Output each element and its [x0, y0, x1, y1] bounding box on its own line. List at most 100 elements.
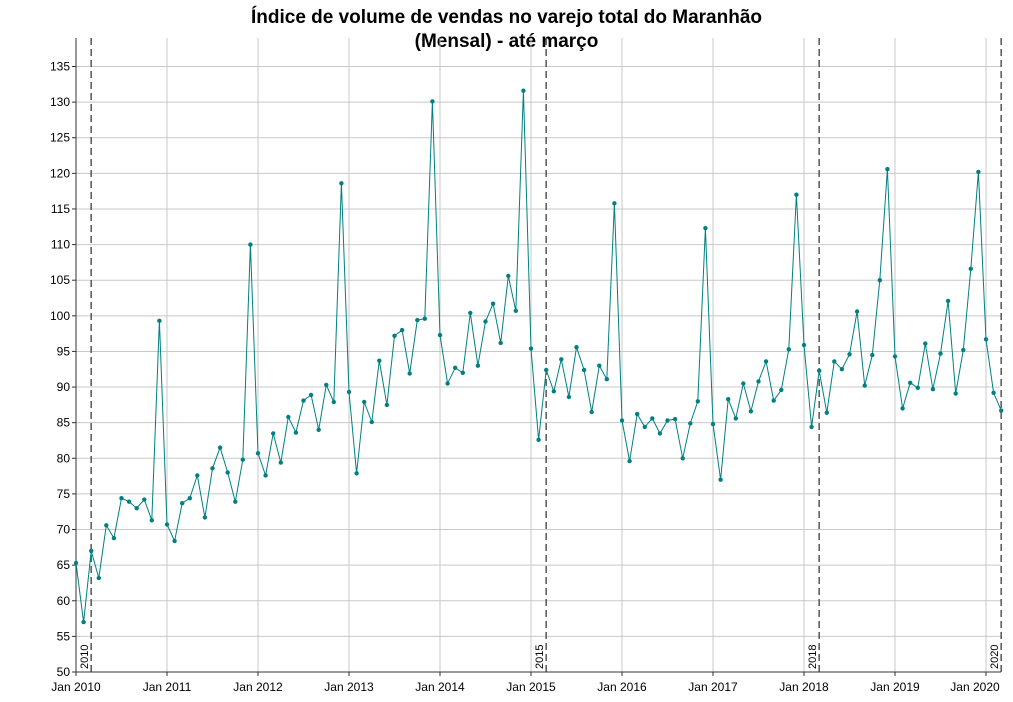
data-point	[976, 169, 981, 175]
data-point	[983, 337, 989, 342]
data-point	[346, 389, 352, 395]
data-point	[392, 333, 397, 338]
data-point	[96, 575, 102, 581]
y-tick-label: 125	[50, 131, 70, 145]
chart-title-line-1: Índice de volume de vendas no varejo tot…	[250, 7, 762, 28]
data-point	[460, 370, 465, 375]
data-point	[839, 367, 845, 372]
data-point	[870, 352, 875, 358]
data-point	[771, 398, 776, 403]
data-point	[293, 430, 299, 435]
data-point	[703, 226, 708, 231]
data-point	[756, 379, 761, 384]
data-point	[369, 419, 374, 425]
x-tick-label: Jan 2020	[950, 680, 1000, 694]
y-tick-label: 110	[51, 238, 70, 252]
data-point	[225, 470, 230, 475]
data-point	[437, 332, 443, 338]
data-point	[589, 409, 594, 415]
data-point	[741, 381, 746, 386]
y-tick-label: 130	[50, 95, 70, 109]
data-point	[164, 522, 170, 527]
data-point	[453, 365, 458, 370]
data-point	[688, 421, 693, 426]
data-point	[521, 88, 526, 93]
data-point	[680, 456, 685, 461]
data-point	[126, 499, 132, 504]
data-point	[324, 382, 329, 388]
data-point	[210, 466, 215, 471]
data-point	[612, 201, 617, 206]
data-point	[498, 340, 503, 346]
y-tick-label: 90	[57, 380, 71, 394]
data-point	[923, 341, 928, 346]
data-point	[202, 515, 208, 520]
data-point	[248, 242, 253, 247]
data-point	[597, 363, 602, 368]
data-point	[733, 416, 738, 421]
data-point	[172, 538, 177, 544]
data-point	[885, 166, 890, 172]
data-point	[710, 421, 716, 427]
data-point	[331, 399, 336, 405]
data-point	[89, 548, 94, 554]
data-point	[73, 560, 79, 566]
data-point	[483, 319, 488, 324]
x-tick-label: Jan 2018	[779, 680, 829, 694]
data-point	[490, 301, 496, 306]
data-point	[930, 387, 936, 392]
data-point	[111, 535, 117, 541]
data-point	[809, 424, 814, 430]
data-point	[908, 380, 913, 385]
data-point	[506, 273, 511, 279]
data-point	[779, 387, 784, 393]
y-tick-label: 120	[50, 166, 70, 180]
data-point	[763, 359, 769, 364]
x-tick-label: Jan 2011	[143, 680, 192, 694]
data-point	[536, 437, 541, 442]
data-point	[157, 318, 162, 323]
data-point	[862, 383, 867, 388]
data-point	[263, 473, 268, 478]
y-tick-label: 55	[57, 629, 71, 643]
y-tick-label: 80	[57, 451, 71, 465]
data-point	[945, 298, 951, 304]
y-tick-label: 105	[50, 273, 70, 287]
data-point	[650, 416, 655, 421]
y-tick-label: 95	[57, 344, 71, 358]
x-tick-label: Jan 2017	[688, 680, 738, 694]
data-point	[635, 411, 640, 417]
data-point	[566, 394, 572, 400]
axes: 50 55 60 65 70 75 80 85 90 95 100 105 110 115 120 125 13…	[50, 38, 1001, 694]
reference-line-label: 2018	[807, 645, 819, 669]
data-point	[642, 424, 647, 430]
data-point	[286, 414, 291, 420]
data-point	[726, 397, 731, 402]
data-point	[991, 390, 996, 395]
data-point	[657, 431, 663, 436]
data-point	[900, 406, 905, 411]
y-tick-label: 85	[57, 416, 71, 430]
data-point	[468, 310, 473, 316]
x-tick-label: Jan 2015	[506, 680, 556, 694]
x-tick-label: Jan 2010	[51, 680, 101, 694]
data-point	[301, 398, 306, 403]
x-tick-label: Jan 2012	[233, 680, 283, 694]
reference-line-label: 2010	[79, 645, 91, 669]
data-point	[847, 352, 852, 357]
data-point	[695, 399, 700, 404]
data-point	[854, 309, 860, 314]
data-point	[953, 391, 958, 396]
data-point	[961, 347, 966, 353]
data-point	[407, 371, 412, 376]
y-tick-label: 60	[57, 594, 71, 608]
data-point	[915, 385, 920, 390]
data-point	[180, 501, 185, 506]
data-point	[672, 416, 678, 422]
data-point	[339, 181, 344, 186]
data-point	[362, 399, 367, 405]
data-point	[528, 346, 534, 351]
series-line	[75, 90, 1002, 623]
chart-title: Índice de volume de vendas no varejo tot…	[0, 6, 1013, 54]
